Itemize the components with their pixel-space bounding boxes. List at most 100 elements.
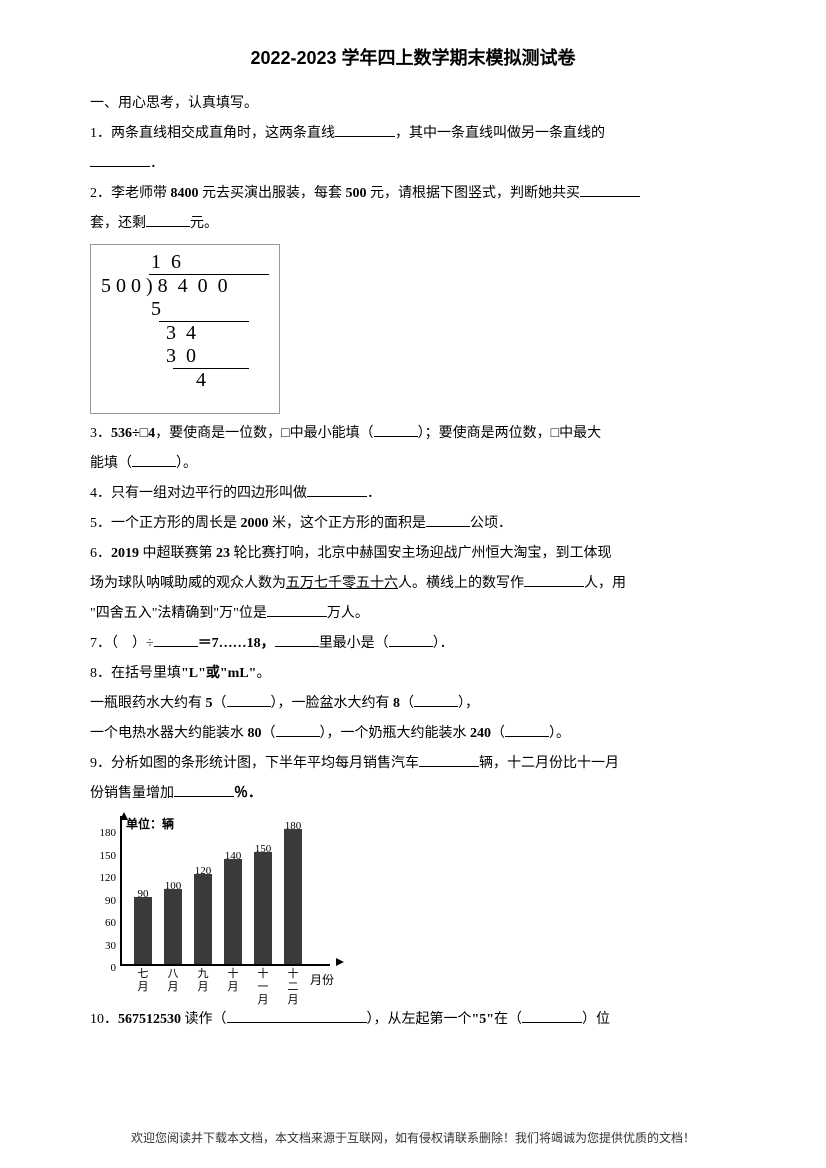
chart-bar-label: 100	[161, 875, 185, 897]
q2-text-b: 元去买演出服装，每套	[199, 186, 346, 201]
question-4: 4．只有一组对边平行的四边形叫做．	[90, 480, 736, 508]
chart-ytick: 120	[90, 867, 116, 889]
q6-blank-1	[524, 573, 584, 587]
q8l2-c: ），一个奶瓶大约能装水	[320, 726, 471, 741]
q8-text-a: 8．在括号里填	[90, 666, 181, 681]
ld-r5: 3 4	[101, 322, 269, 345]
chart-x-label: 月份	[310, 968, 334, 992]
question-6-line3: "四舍五入"法精确到"万"位是万人。	[90, 600, 736, 628]
chart-ytick: 90	[90, 890, 116, 912]
q1-text-b: ，其中一条直线叫做另一条直线的	[395, 126, 605, 141]
q8l1-c: ），一脸盆水大约有	[271, 696, 394, 711]
q2-price: 500	[346, 186, 367, 201]
chart-xlabel: 九月	[192, 968, 214, 994]
q10-text-c: ），从左起第一个	[367, 1012, 472, 1027]
q6-text-b: 中超联赛第	[139, 546, 216, 561]
q4-blank	[307, 483, 367, 497]
q3-blank-1	[374, 423, 418, 437]
chart-ytick: 150	[90, 845, 116, 867]
question-5: 5．一个正方形的周长是 2000 米，这个正方形的面积是公顷．	[90, 510, 736, 538]
q8-units: "L"或"mL"	[181, 666, 256, 681]
question-6-line2: 场为球队呐喊助威的观众人数为五万七千零五十六人。横线上的数写作人，用	[90, 570, 736, 598]
q1-blank-2	[90, 153, 150, 167]
q8l1-v1: 5	[206, 696, 213, 711]
y-arrow-icon	[120, 812, 128, 820]
q9-text-c: 份销售量增加	[90, 786, 174, 801]
q2-text-a: 2．李老师带	[90, 186, 171, 201]
question-1-line2: ．	[90, 150, 736, 178]
q8l2-v1: 80	[248, 726, 262, 741]
q3-text-b: ，要使商是一位数，□中最小能填（	[155, 426, 373, 441]
question-8-line3: 一个电热水器大约能装水 80（），一个奶瓶大约能装水 240（）。	[90, 720, 736, 748]
q7-text-a: 7．（ ）÷	[90, 636, 154, 651]
question-10: 10．567512530 读作（），从左起第一个"5"在（）位	[90, 1006, 736, 1034]
q9-blank-1	[419, 753, 479, 767]
chart-bar	[254, 852, 272, 965]
bar-chart: 单位：辆 月份 030609012015018090七月100八月120九月14…	[90, 812, 340, 1002]
chart-ytick: 60	[90, 912, 116, 934]
q10-quote: "5"	[472, 1012, 495, 1027]
q7-text-c: 里最小是（	[319, 636, 389, 651]
x-arrow-icon	[336, 958, 344, 966]
q9-text-a: 9．分析如图的条形统计图，下半年平均每月销售汽车	[90, 756, 419, 771]
q8l1-e: ），	[458, 696, 479, 711]
long-division-figure: 1 6 5 0 0 ) 8 4 0 0 5 3 4 3 0 4	[90, 244, 280, 414]
question-6: 6．2019 中超联赛第 23 轮比赛打响，北京中赫国安主场迎战广州恒大淘宝，到…	[90, 540, 736, 568]
q6-text-c: 轮比赛打响，北京中赫国安主场迎战广州恒大淘宝，到工体现	[230, 546, 612, 561]
q2-amount: 8400	[171, 186, 199, 201]
q2-text-e: 元。	[190, 216, 218, 231]
q8l1-blank1	[227, 693, 271, 707]
q10-blank-2	[522, 1009, 582, 1023]
q9-text-d: ％．	[234, 786, 262, 801]
q9-blank-2	[174, 783, 234, 797]
q6-prefix: 6．	[90, 546, 111, 561]
q8l1-blank2	[414, 693, 458, 707]
q6-text-h: 万人。	[327, 606, 369, 621]
q6-text-e: 人。横线上的数写作	[398, 576, 524, 591]
q5-value: 2000	[241, 516, 269, 531]
q3-blank-2	[132, 453, 176, 467]
question-8: 8．在括号里填"L"或"mL"。	[90, 660, 736, 688]
q2-blank-1	[580, 183, 640, 197]
q8l1-b: （	[213, 696, 227, 711]
page-footer: 欢迎您阅读并下载本文档，本文档来源于互联网，如有侵权请联系删除！我们将竭诚为您提…	[0, 1126, 826, 1150]
q3-prefix: 3．	[90, 426, 111, 441]
chart-bar	[224, 859, 242, 964]
q3-text-e: ）。	[176, 456, 197, 471]
q3-text-d: 能填（	[90, 456, 132, 471]
q6-round: 23	[216, 546, 230, 561]
q8l2-b: （	[262, 726, 276, 741]
question-8-line2: 一瓶眼药水大约有 5（），一脸盆水大约有 8（），	[90, 690, 736, 718]
q8l2-blank1	[276, 723, 320, 737]
question-2: 2．李老师带 8400 元去买演出服装，每套 500 元，请根据下图竖式，判断她…	[90, 180, 736, 208]
chart-bar-label: 90	[131, 883, 155, 905]
q6-year: 2019	[111, 546, 139, 561]
q8l2-a: 一个电热水器大约能装水	[90, 726, 248, 741]
q7-blank-1	[154, 633, 198, 647]
q7-text-d: ）．	[433, 636, 454, 651]
q1-blank-1	[335, 123, 395, 137]
q10-number: 567512530	[118, 1012, 181, 1027]
chart-xlabel: 八月	[162, 968, 184, 994]
chart-bar	[164, 889, 182, 964]
chart-xlabel: 十一月	[252, 968, 274, 1008]
chart-bar	[194, 874, 212, 964]
chart-bar-label: 150	[251, 838, 275, 860]
chart-ytick: 180	[90, 822, 116, 844]
chart-y-axis	[120, 816, 122, 966]
question-9: 9．分析如图的条形统计图，下半年平均每月销售汽车辆，十二月份比十一月	[90, 750, 736, 778]
q5-blank	[426, 513, 470, 527]
question-3-line2: 能填（ ）。	[90, 450, 736, 478]
q10-prefix: 10．	[90, 1012, 118, 1027]
q7-blank-2	[275, 633, 319, 647]
q1-text-c: ．	[150, 156, 164, 171]
q5-text-a: 5．一个正方形的周长是	[90, 516, 241, 531]
chart-bar-label: 140	[221, 845, 245, 867]
q2-text-c: 元，请根据下图竖式，判断她共买	[367, 186, 581, 201]
q7-text-b: ＝7……18，	[198, 636, 275, 651]
q8l1-v2: 8	[393, 696, 400, 711]
chart-ytick: 30	[90, 935, 116, 957]
chart-bar	[134, 897, 152, 965]
chart-bar-label: 180	[281, 815, 305, 837]
q5-text-b: 米，这个正方形的面积是	[269, 516, 427, 531]
